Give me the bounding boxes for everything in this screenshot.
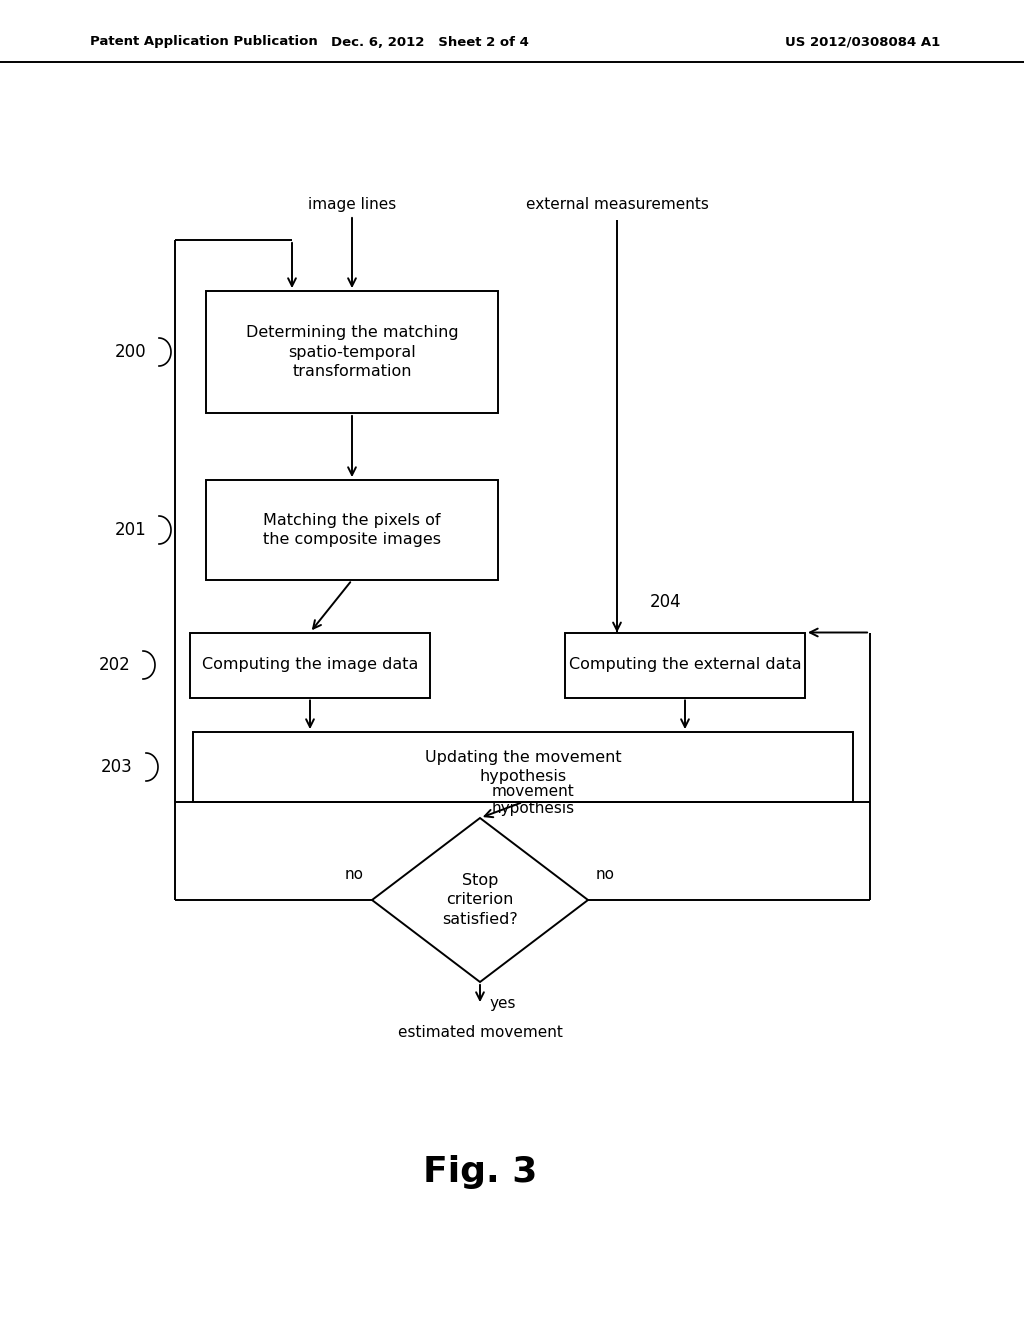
Bar xyxy=(565,632,805,697)
Bar xyxy=(206,480,498,579)
Text: movement
hypothesis: movement hypothesis xyxy=(492,784,575,816)
Text: no: no xyxy=(596,867,615,882)
Text: Computing the external data: Computing the external data xyxy=(568,657,802,672)
Text: 201: 201 xyxy=(115,521,146,539)
Text: Dec. 6, 2012   Sheet 2 of 4: Dec. 6, 2012 Sheet 2 of 4 xyxy=(331,36,529,49)
Bar xyxy=(193,733,853,803)
Text: 204: 204 xyxy=(650,593,682,611)
Text: yes: yes xyxy=(490,997,516,1011)
Text: image lines: image lines xyxy=(308,197,396,213)
Text: Stop
criterion
satisfied?: Stop criterion satisfied? xyxy=(442,873,518,927)
Text: external measurements: external measurements xyxy=(525,197,709,213)
Text: 202: 202 xyxy=(98,656,130,675)
Text: Fig. 3: Fig. 3 xyxy=(423,1155,538,1189)
Text: Determining the matching
spatio-temporal
transformation: Determining the matching spatio-temporal… xyxy=(246,325,459,379)
Text: Updating the movement
hypothesis: Updating the movement hypothesis xyxy=(425,750,622,784)
Text: estimated movement: estimated movement xyxy=(397,1026,562,1040)
Bar xyxy=(206,290,498,413)
Text: US 2012/0308084 A1: US 2012/0308084 A1 xyxy=(784,36,940,49)
Text: 200: 200 xyxy=(115,343,146,360)
Text: Computing the image data: Computing the image data xyxy=(202,657,418,672)
Text: 203: 203 xyxy=(101,758,133,776)
Bar xyxy=(190,632,430,697)
Text: Matching the pixels of
the composite images: Matching the pixels of the composite ima… xyxy=(263,512,441,548)
Text: Patent Application Publication: Patent Application Publication xyxy=(90,36,317,49)
Text: no: no xyxy=(345,867,364,882)
Polygon shape xyxy=(372,818,588,982)
